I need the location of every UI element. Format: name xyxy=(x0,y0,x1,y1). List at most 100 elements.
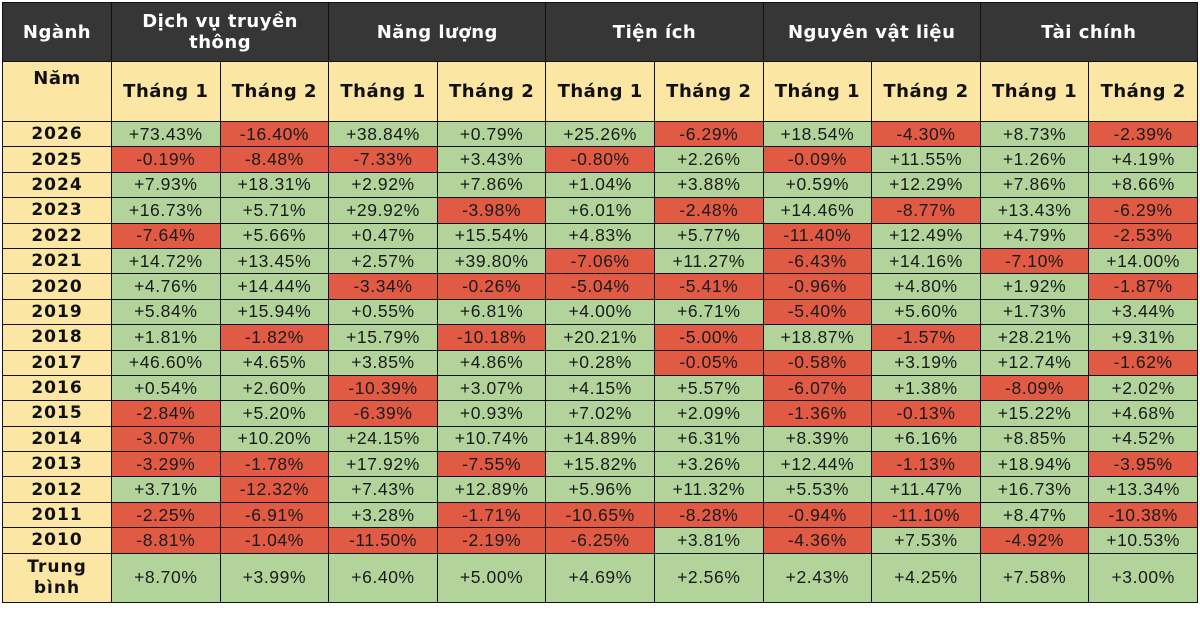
return-cell: -1.13% xyxy=(871,451,981,478)
average-return-cell: +3.99% xyxy=(219,552,330,603)
return-cell: -6.29% xyxy=(1088,197,1198,224)
average-return-cell: +3.00% xyxy=(1088,552,1198,603)
return-cell: -7.33% xyxy=(328,146,438,173)
table-row: 2013 -3.29% -1.78% +17.92% -7.55% +15.82% +3.2… xyxy=(2,451,1198,478)
return-cell: +16.73% xyxy=(979,476,1090,503)
return-cell: +8.47% xyxy=(979,501,1090,529)
average-row: Trung bình +8.70% +3.99% +6.40% +5.00% +4.69%… xyxy=(2,552,1198,603)
return-cell: +16.73% xyxy=(111,197,221,224)
return-cell: -1.57% xyxy=(871,324,981,351)
return-cell: -4.92% xyxy=(979,527,1090,554)
year-cell: 2016 xyxy=(2,374,112,402)
sector-corner-label: Ngành xyxy=(2,2,112,62)
average-return-cell: +4.69% xyxy=(545,552,655,603)
return-cell: -6.43% xyxy=(762,247,873,275)
return-cell: +2.26% xyxy=(654,146,764,173)
return-cell: -2.25% xyxy=(111,501,221,529)
average-return-cell: +5.00% xyxy=(436,552,547,603)
return-cell: -8.77% xyxy=(871,197,981,224)
table-row: 2020 +4.76% +14.44% -3.34% -0.26% -5.04% -5.41… xyxy=(2,273,1198,300)
return-cell: +3.28% xyxy=(328,501,438,529)
return-cell: -1.82% xyxy=(219,324,330,351)
return-cell: +12.74% xyxy=(979,349,1090,376)
return-cell: -10.65% xyxy=(545,501,655,529)
return-cell: +4.83% xyxy=(545,222,655,249)
return-cell: -8.28% xyxy=(654,501,764,529)
return-cell: +3.71% xyxy=(111,476,221,503)
return-cell: +14.00% xyxy=(1088,247,1198,275)
return-cell: +14.46% xyxy=(762,197,873,224)
return-cell: +8.85% xyxy=(979,425,1090,453)
table-row: 2012 +3.71% -12.32% +7.43% +12.89% +5.96% +11.… xyxy=(2,476,1198,503)
average-return-cell: +8.70% xyxy=(111,552,221,603)
return-cell: -1.36% xyxy=(762,400,873,427)
month-header: Tháng 2 xyxy=(219,61,330,122)
return-cell: +6.16% xyxy=(871,425,981,453)
return-cell: +13.43% xyxy=(979,197,1090,224)
return-cell: +12.44% xyxy=(762,451,873,478)
return-cell: +39.80% xyxy=(436,247,547,275)
return-cell: -5.00% xyxy=(654,324,764,351)
return-cell: -7.64% xyxy=(111,222,221,249)
return-cell: +3.81% xyxy=(654,527,764,554)
return-cell: +4.80% xyxy=(871,273,981,300)
return-cell: +0.47% xyxy=(328,222,438,249)
year-cell: 2015 xyxy=(2,400,112,427)
return-cell: +14.72% xyxy=(111,247,221,275)
table-row: 2010 -8.81% -1.04% -11.50% -2.19% -6.25% +3.81… xyxy=(2,527,1198,554)
return-cell: -1.87% xyxy=(1088,273,1198,300)
return-cell: -11.50% xyxy=(328,527,438,554)
return-cell: +11.32% xyxy=(654,476,764,503)
return-cell: +1.04% xyxy=(545,171,655,199)
return-cell: +3.85% xyxy=(328,349,438,376)
return-cell: +73.43% xyxy=(111,120,221,148)
return-cell: +7.02% xyxy=(545,400,655,427)
return-cell: +15.54% xyxy=(436,222,547,249)
return-cell: -0.96% xyxy=(762,273,873,300)
year-cell: 2021 xyxy=(2,247,112,275)
return-cell: +2.60% xyxy=(219,374,330,402)
return-cell: +7.53% xyxy=(871,527,981,554)
return-cell: -3.07% xyxy=(111,425,221,453)
month-header: Tháng 2 xyxy=(436,61,547,122)
return-cell: +18.87% xyxy=(762,324,873,351)
average-return-cell: +6.40% xyxy=(328,552,438,603)
return-cell: +4.65% xyxy=(219,349,330,376)
return-cell: +14.16% xyxy=(871,247,981,275)
table-row: 2026 +73.43% -16.40% +38.84% +0.79% +25.26% -6… xyxy=(2,120,1198,148)
return-cell: +2.02% xyxy=(1088,374,1198,402)
return-cell: +0.59% xyxy=(762,171,873,199)
return-cell: +8.39% xyxy=(762,425,873,453)
return-cell: -6.29% xyxy=(654,120,764,148)
return-cell: +5.77% xyxy=(654,222,764,249)
year-column-label: Năm xyxy=(2,61,112,122)
year-cell: 2018 xyxy=(2,324,112,351)
return-cell: -7.55% xyxy=(436,451,547,478)
return-cell: +12.29% xyxy=(871,171,981,199)
return-cell: +3.19% xyxy=(871,349,981,376)
table-row: 2016 +0.54% +2.60% -10.39% +3.07% +4.15% +5.57… xyxy=(2,374,1198,402)
return-cell: +5.71% xyxy=(219,197,330,224)
sector-monthly-returns-table: Ngành Dịch vụ truyền thông Năng lượng Ti… xyxy=(2,2,1198,603)
return-cell: -3.98% xyxy=(436,197,547,224)
return-cell: +2.09% xyxy=(654,400,764,427)
return-cell: -3.95% xyxy=(1088,451,1198,478)
year-cell: 2014 xyxy=(2,425,112,453)
return-cell: +11.47% xyxy=(871,476,981,503)
return-cell: -2.84% xyxy=(111,400,221,427)
return-cell: +28.21% xyxy=(979,324,1090,351)
return-cell: +3.07% xyxy=(436,374,547,402)
return-cell: +1.92% xyxy=(979,273,1090,300)
return-cell: -2.53% xyxy=(1088,222,1198,249)
sector-header-communication-services: Dịch vụ truyền thông xyxy=(110,2,330,62)
return-cell: +7.86% xyxy=(979,171,1090,199)
return-cell: -8.48% xyxy=(219,146,330,173)
return-cell: -5.41% xyxy=(654,273,764,300)
return-cell: -16.40% xyxy=(219,120,330,148)
return-cell: +14.89% xyxy=(545,425,655,453)
return-cell: +18.94% xyxy=(979,451,1090,478)
return-cell: +4.52% xyxy=(1088,425,1198,453)
year-cell: 2026 xyxy=(2,120,112,148)
return-cell: +4.68% xyxy=(1088,400,1198,427)
sector-header-row: Ngành Dịch vụ truyền thông Năng lượng Ti… xyxy=(2,2,1198,62)
